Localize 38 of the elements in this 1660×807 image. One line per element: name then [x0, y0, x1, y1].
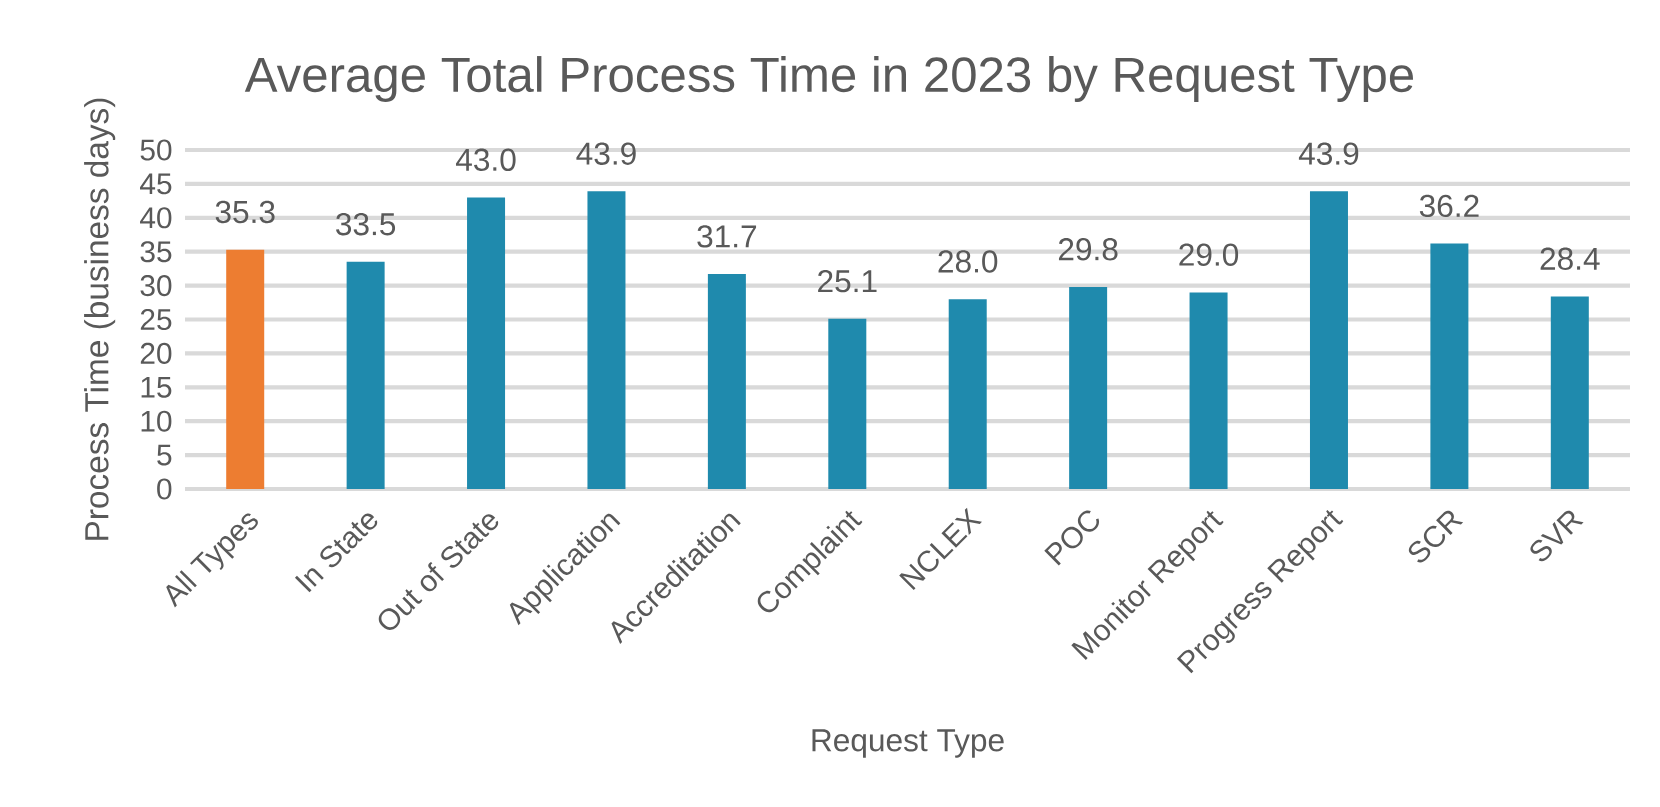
- y-tick-label: 20: [140, 342, 172, 364]
- y-axis-title: Process Time (business days): [84, 98, 116, 540]
- bar: [467, 197, 506, 490]
- bar: [1069, 286, 1108, 490]
- y-tick-label: 50: [140, 139, 172, 161]
- bar: [948, 299, 987, 490]
- data-label: 36.2: [1419, 194, 1479, 218]
- bar: [1430, 243, 1469, 490]
- bar: [1189, 292, 1228, 490]
- data-label: 31.7: [697, 225, 757, 248]
- bar: [1550, 296, 1589, 490]
- chart-title: Average Total Process Time in 2023 by Request Type: [244, 56, 1414, 102]
- data-label: 43.9: [576, 142, 636, 165]
- y-tick-label: 40: [140, 207, 172, 229]
- data-label: 28.0: [938, 250, 998, 273]
- y-tick-label: 35: [140, 241, 172, 263]
- data-label: 35.3: [215, 200, 275, 224]
- y-tick-label: 25: [140, 308, 172, 331]
- y-tick-label: 10: [141, 410, 172, 432]
- y-tick-label: 30: [140, 275, 172, 297]
- y-tick-label: 45: [140, 173, 172, 195]
- bar: [587, 191, 626, 490]
- bar: [828, 318, 867, 490]
- y-tick-label: 15: [141, 376, 172, 398]
- data-label: 43.9: [1298, 142, 1359, 165]
- bar: [707, 274, 746, 490]
- y-tick-label: 0: [157, 478, 172, 500]
- data-label: 33.5: [336, 212, 396, 236]
- bar: [1309, 191, 1348, 490]
- data-label: 29.8: [1058, 238, 1118, 261]
- y-tick-label: 5: [157, 444, 172, 466]
- data-label: 28.4: [1540, 247, 1600, 270]
- x-axis-title: Request Type: [812, 729, 1004, 758]
- data-label: 43.0: [455, 148, 516, 171]
- bar: [226, 249, 265, 490]
- data-label: 25.1: [818, 269, 877, 293]
- data-label: 29.0: [1179, 243, 1239, 266]
- bar: [346, 261, 385, 490]
